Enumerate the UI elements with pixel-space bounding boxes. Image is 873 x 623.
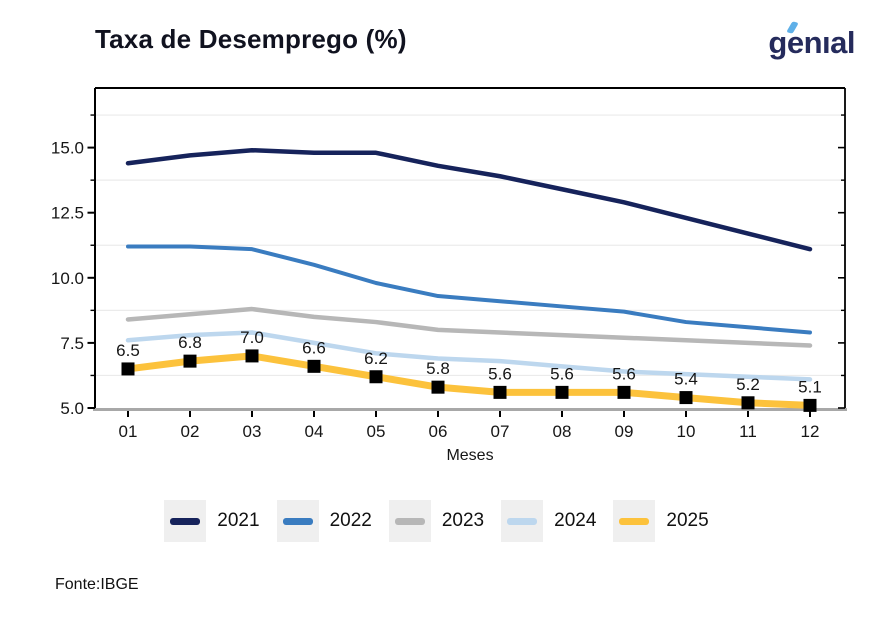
legend-label: 2022 bbox=[329, 510, 372, 531]
series-line-2024 bbox=[125, 330, 813, 382]
legend-swatch-2021 bbox=[164, 500, 207, 542]
data-label-2025: 5.6 bbox=[550, 364, 574, 383]
data-label-2025: 5.2 bbox=[736, 375, 760, 394]
logo-text: genıal bbox=[768, 25, 855, 60]
legend-line-icon bbox=[619, 517, 650, 525]
marker-2025 bbox=[741, 396, 755, 410]
series-line-2023 bbox=[125, 306, 813, 348]
marker-2025 bbox=[555, 385, 569, 399]
data-label-2025: 5.4 bbox=[674, 370, 698, 389]
x-tick-label: 05 bbox=[367, 422, 386, 441]
legend-swatch-2024 bbox=[501, 500, 544, 542]
x-tick-label: 09 bbox=[615, 422, 634, 441]
series-line-2021 bbox=[125, 147, 813, 252]
legend-item-2024: 2024 bbox=[501, 500, 596, 542]
legend-label: 2024 bbox=[554, 510, 597, 531]
x-tick-label: 10 bbox=[677, 422, 696, 441]
legend-label: 2023 bbox=[441, 510, 485, 531]
legend-label: 2025 bbox=[666, 510, 709, 531]
data-label-2025: 5.1 bbox=[798, 377, 822, 396]
data-label-2025: 7.0 bbox=[240, 328, 264, 347]
marker-2025 bbox=[121, 362, 135, 376]
legend-swatch-2023 bbox=[388, 500, 431, 542]
data-label-2025: 6.6 bbox=[302, 338, 326, 357]
marker-2025 bbox=[493, 385, 507, 399]
series-line-2022 bbox=[126, 244, 812, 335]
x-tick-label: 04 bbox=[305, 422, 324, 441]
x-tick-label: 12 bbox=[801, 422, 820, 441]
data-label-2025: 6.2 bbox=[364, 349, 388, 368]
legend-item-2022: 2022 bbox=[276, 500, 372, 542]
marker-2025 bbox=[431, 380, 445, 394]
legend-line-icon bbox=[394, 517, 425, 525]
data-label-2025: 6.8 bbox=[178, 333, 202, 352]
x-tick-label: 08 bbox=[553, 422, 572, 441]
chart-legend: 2021 2022 2023 2024 2025 bbox=[0, 500, 873, 542]
x-tick-label: 06 bbox=[429, 422, 448, 441]
legend-swatch-2025 bbox=[613, 500, 656, 542]
data-label-2025: 6.5 bbox=[116, 341, 140, 360]
x-tick-label: 11 bbox=[739, 422, 757, 441]
data-label-2025: 5.6 bbox=[612, 364, 636, 383]
x-tick-label: 02 bbox=[181, 422, 200, 441]
y-tick-label: 10.0 bbox=[51, 269, 84, 288]
data-label-2025: 5.6 bbox=[488, 364, 512, 383]
marker-2025 bbox=[307, 359, 321, 373]
y-tick-label: 15.0 bbox=[51, 139, 84, 158]
legend-line-icon bbox=[170, 517, 201, 525]
data-label-2025: 5.8 bbox=[426, 359, 450, 378]
legend-item-2021: 2021 bbox=[164, 500, 260, 542]
chart-title: Taxa de Desemprego (%) bbox=[95, 24, 407, 54]
legend-line-icon bbox=[507, 517, 538, 525]
marker-2025 bbox=[803, 398, 817, 412]
y-tick-label: 12.5 bbox=[51, 204, 84, 223]
legend-item-2025: 2025 bbox=[613, 500, 709, 542]
x-tick-label: 03 bbox=[243, 422, 262, 441]
marker-2025 bbox=[617, 385, 631, 399]
marker-2025 bbox=[245, 349, 259, 363]
y-tick-label: 7.5 bbox=[60, 334, 84, 353]
marker-2025 bbox=[679, 391, 693, 405]
series-line-2025 bbox=[124, 352, 814, 409]
legend-item-2023: 2023 bbox=[388, 500, 485, 542]
y-tick-label: 5.0 bbox=[60, 399, 84, 418]
x-tick-label: 07 bbox=[491, 422, 510, 441]
legend-swatch-2022 bbox=[276, 500, 319, 542]
source-note: Fonte:IBGE bbox=[55, 576, 139, 593]
legend-label: 2021 bbox=[217, 510, 260, 531]
genial-logo: genıal bbox=[768, 21, 855, 66]
unemployment-line-chart: 5.0 7.5 10.0 12.5 15.0 01 02 03 04 05 06 07 08 09 10 11… bbox=[51, 87, 847, 464]
x-tick-label: 01 bbox=[119, 422, 138, 441]
marker-2025 bbox=[369, 370, 383, 384]
marker-2025 bbox=[183, 354, 197, 368]
legend-line-icon bbox=[282, 517, 313, 525]
x-axis-title: Meses bbox=[446, 447, 493, 464]
